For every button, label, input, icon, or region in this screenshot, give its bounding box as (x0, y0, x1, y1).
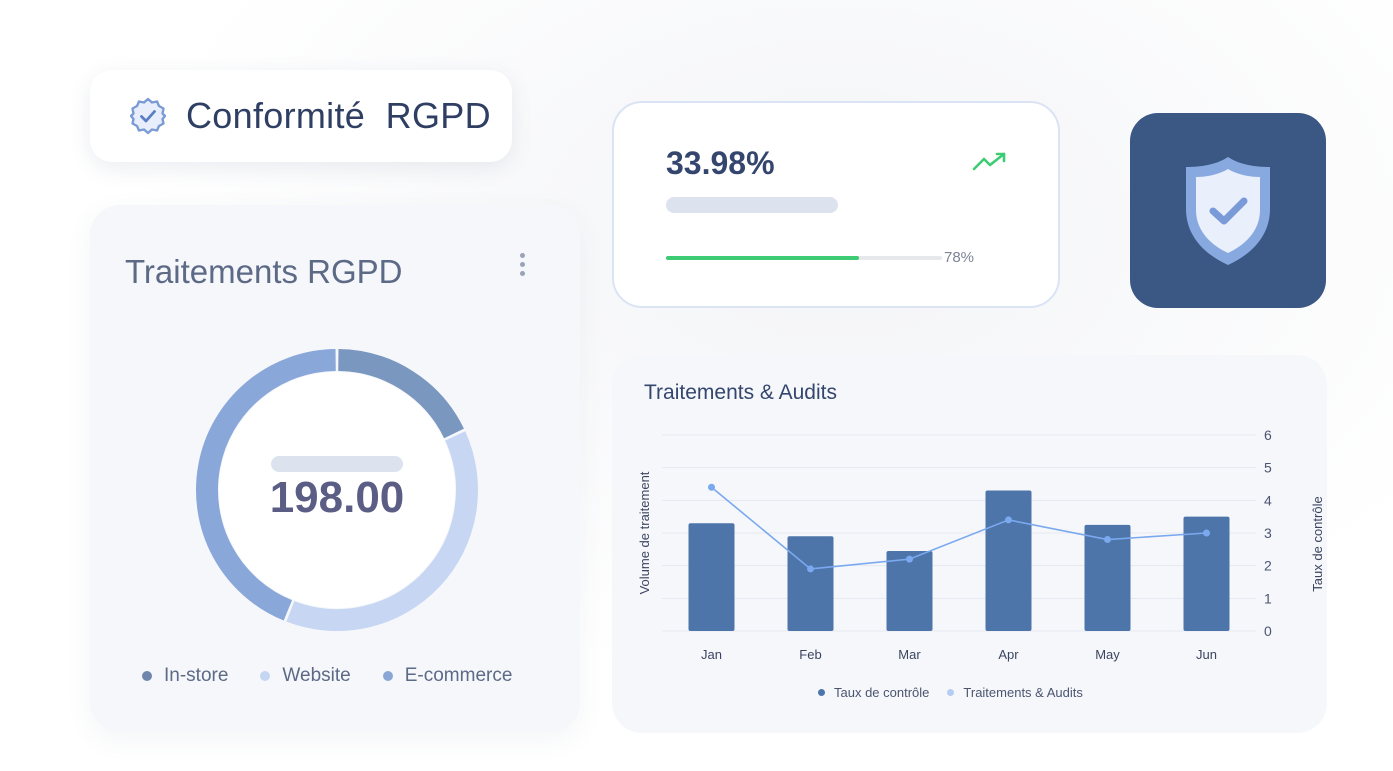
trend-up-icon (972, 152, 1006, 171)
chart-legend-dot-bar (818, 689, 825, 696)
donut-segment-instore[interactable] (338, 349, 464, 439)
legend-dot-ecommerce (382, 671, 393, 681)
chart-legend-dot-line (947, 689, 955, 696)
bar-may[interactable] (1084, 524, 1131, 631)
y-axis-label-right: Taux de contrôle (1310, 496, 1325, 591)
y-tick-label: 3 (1264, 525, 1272, 541)
y-tick-label: 1 (1264, 590, 1272, 606)
progress-bar-fill (666, 256, 860, 260)
bar-jun[interactable] (1183, 516, 1230, 631)
chart-legend-line: Traitements & Audits (947, 685, 1083, 700)
chart-legend: Taux de contrôle Traitements & Audits (818, 685, 1101, 700)
legend-dot-website (260, 671, 271, 681)
x-tick-label: Jun (1196, 647, 1217, 662)
line-point-jun[interactable] (1203, 529, 1210, 537)
donut-legend: In-store Website E-commerce (142, 665, 544, 687)
donut-segment-ecommerce[interactable] (196, 349, 336, 621)
legend-item-ecommerce: E-commerce (382, 665, 513, 687)
progress-bar (666, 256, 942, 260)
chart-title: Traitements & Audits (644, 381, 837, 404)
line-series (710, 486, 1207, 570)
bar-jan[interactable] (688, 523, 735, 631)
conformity-stat-card: 33.98% 78% (612, 101, 1060, 308)
x-tick-label: Feb (799, 647, 821, 662)
legend-label-website: Website (282, 665, 351, 686)
verified-badge-icon (129, 97, 167, 135)
kebab-icon[interactable] (516, 253, 528, 279)
page-title: Conformité RGPD (186, 95, 491, 136)
x-tick-label: May (1095, 647, 1120, 662)
bar-feb[interactable] (787, 536, 834, 631)
donut-segment-website[interactable] (286, 431, 478, 631)
legend-label-instore: In-store (164, 665, 229, 686)
x-tick-label: Mar (898, 647, 921, 662)
line-point-may[interactable] (1104, 536, 1111, 544)
donut-skeleton-bar (271, 456, 403, 472)
donut-center (219, 372, 455, 608)
x-tick-label: Jan (701, 647, 722, 662)
stat-skeleton-bar (666, 197, 838, 213)
line-point-feb[interactable] (807, 565, 814, 573)
line-point-jan[interactable] (708, 483, 715, 491)
bar-apr[interactable] (985, 490, 1032, 631)
legend-dot-instore (142, 671, 152, 681)
y-tick-label: 2 (1264, 558, 1272, 574)
donut-card-title: Traitements RGPD (125, 253, 403, 290)
legend-item-website: Website (260, 665, 351, 687)
donut-center-value: 198.00 (269, 473, 405, 522)
chart-legend-label-bar: Taux de contrôle (834, 685, 930, 700)
bar-mar[interactable] (886, 550, 933, 631)
traitements-audits-chart-card: Traitements & Audits 0 1 2 3 4 5 6 Volume de tr… (612, 355, 1327, 733)
y-tick-label: 5 (1264, 460, 1272, 476)
shield-tile (1130, 113, 1326, 308)
shield-check-icon (1186, 156, 1270, 265)
y-tick-label: 6 (1264, 427, 1272, 443)
chart-legend-bar: Taux de contrôle (818, 685, 929, 700)
traitements-donut-card: Traitements RGPD 198.00 In-store Website… (90, 205, 580, 732)
legend-item-instore: In-store (142, 665, 228, 687)
y-tick-label: 0 (1264, 623, 1272, 639)
x-tick-label: Apr (998, 647, 1019, 662)
legend-label-ecommerce: E-commerce (404, 665, 513, 686)
line-point-apr[interactable] (1005, 516, 1012, 524)
progress-label: 78% (944, 249, 975, 266)
donut-chart (196, 349, 478, 631)
stat-value: 33.98% (666, 145, 775, 181)
y-axis-label-left: Volume de traitement (637, 471, 652, 594)
page-title-pill: Conformité RGPD (90, 70, 512, 162)
chart-legend-label-line: Traitements & Audits (963, 685, 1083, 700)
y-tick-label: 4 (1264, 492, 1272, 508)
line-point-mar[interactable] (906, 555, 913, 563)
combo-chart: 0 1 2 3 4 5 6 Volume de traitement Taux de contr… (637, 427, 1325, 662)
